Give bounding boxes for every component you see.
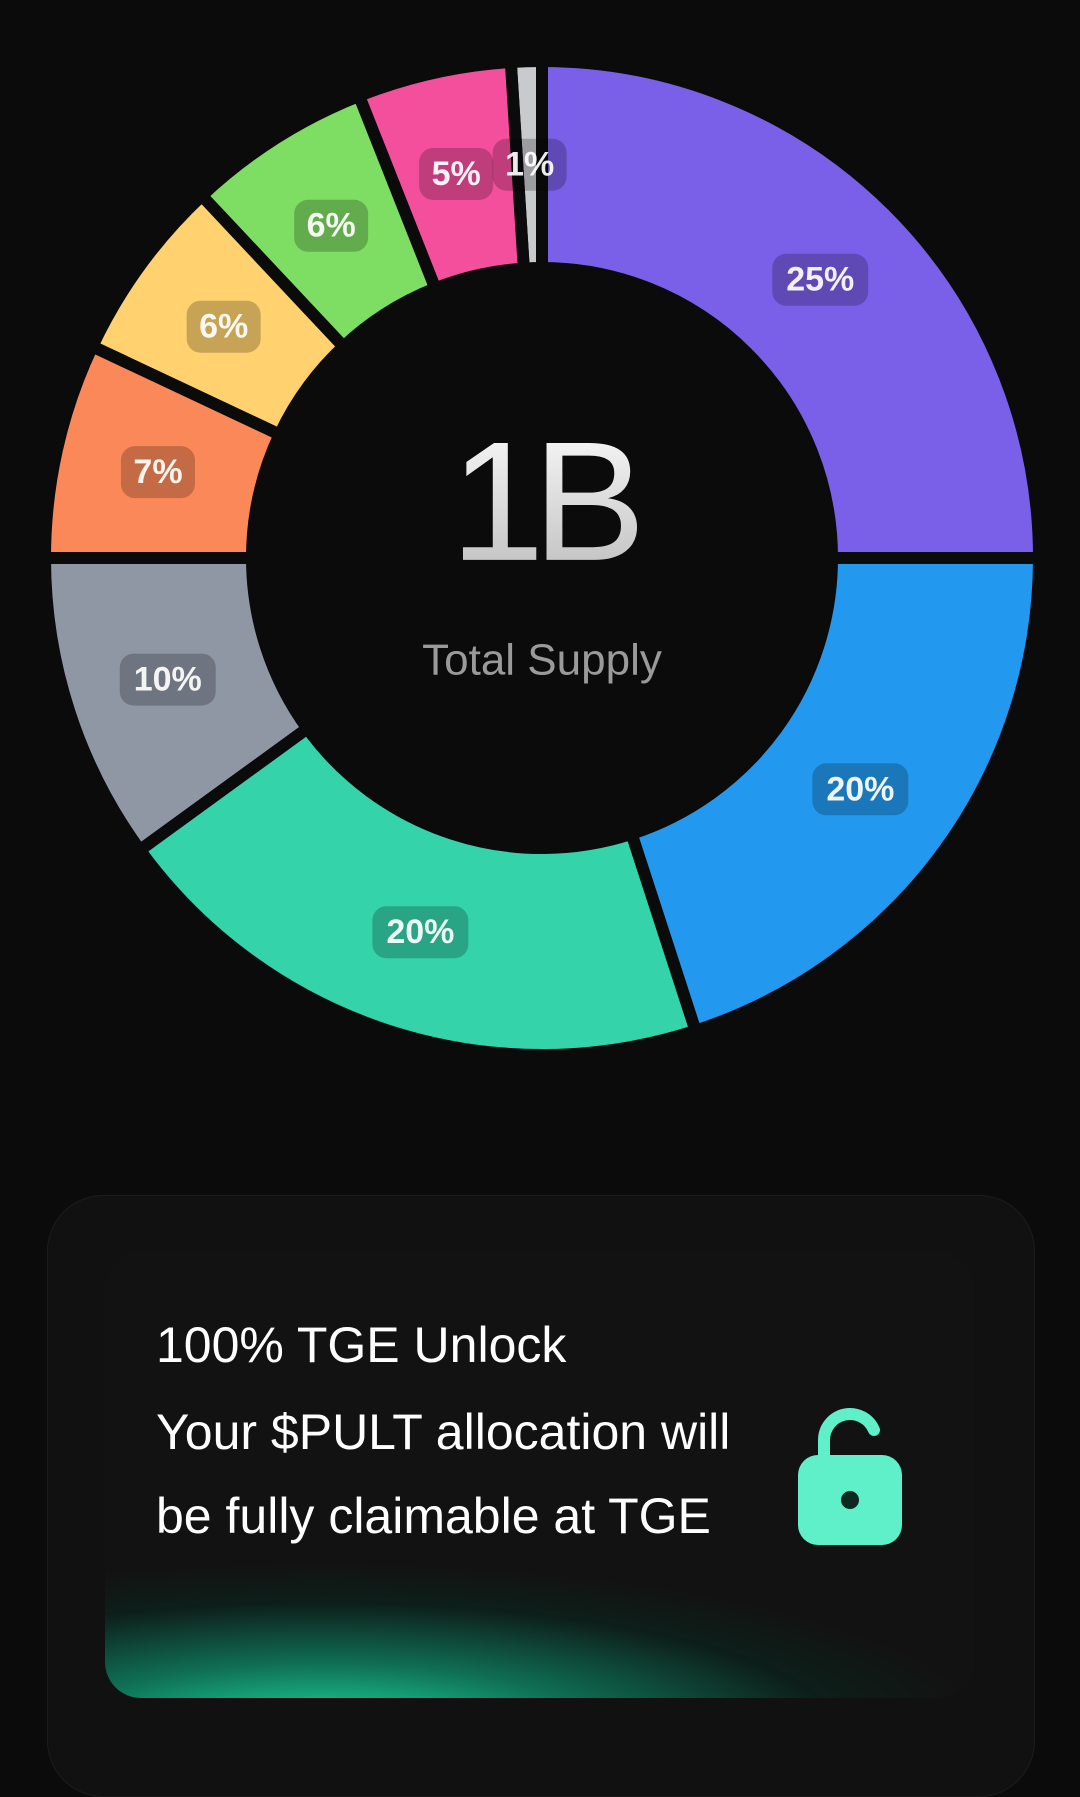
value-label: 20% [386, 913, 454, 951]
value-label: 1% [505, 146, 554, 184]
value-label: 20% [826, 770, 894, 808]
center-title: 1B [450, 407, 638, 597]
value-label-badge [419, 147, 494, 200]
donut-segment [536, 54, 1046, 564]
value-label-badge [812, 763, 909, 816]
value-label-badge [372, 906, 469, 959]
value-label-badge [772, 253, 869, 306]
center-subtitle: Total Supply [422, 636, 662, 685]
value-label-badge [119, 653, 216, 706]
card-title: 100% TGE Unlock [156, 1317, 567, 1373]
value-label: 25% [786, 261, 854, 299]
donut-segment [38, 338, 288, 564]
donut-segment [131, 720, 704, 1061]
donut-chart: 1B Total Supply 25% 20% 20% 10% 7% 6% 6% 5% 1% [38, 54, 1046, 1061]
donut-segment [193, 88, 444, 356]
lock-icon [798, 1408, 902, 1545]
donut-segment [38, 552, 316, 859]
value-label: 6% [199, 308, 248, 346]
value-label: 7% [133, 453, 182, 491]
value-label: 10% [134, 661, 202, 699]
value-label-badge [294, 199, 369, 252]
value-label: 5% [432, 155, 481, 193]
page: 1B Total Supply 25% 20% 20% 10% 7% 6% 6% 5% 1% 1… [38, 54, 1046, 1797]
value-label: 6% [307, 207, 356, 245]
value-label-badge [186, 300, 261, 353]
donut-segment [624, 552, 1046, 1039]
card-text: Your $PULT allocation will be fully clai… [156, 1404, 731, 1544]
value-label-badge [120, 446, 195, 499]
donut-segment [351, 55, 531, 297]
value-label-badge [492, 138, 567, 191]
